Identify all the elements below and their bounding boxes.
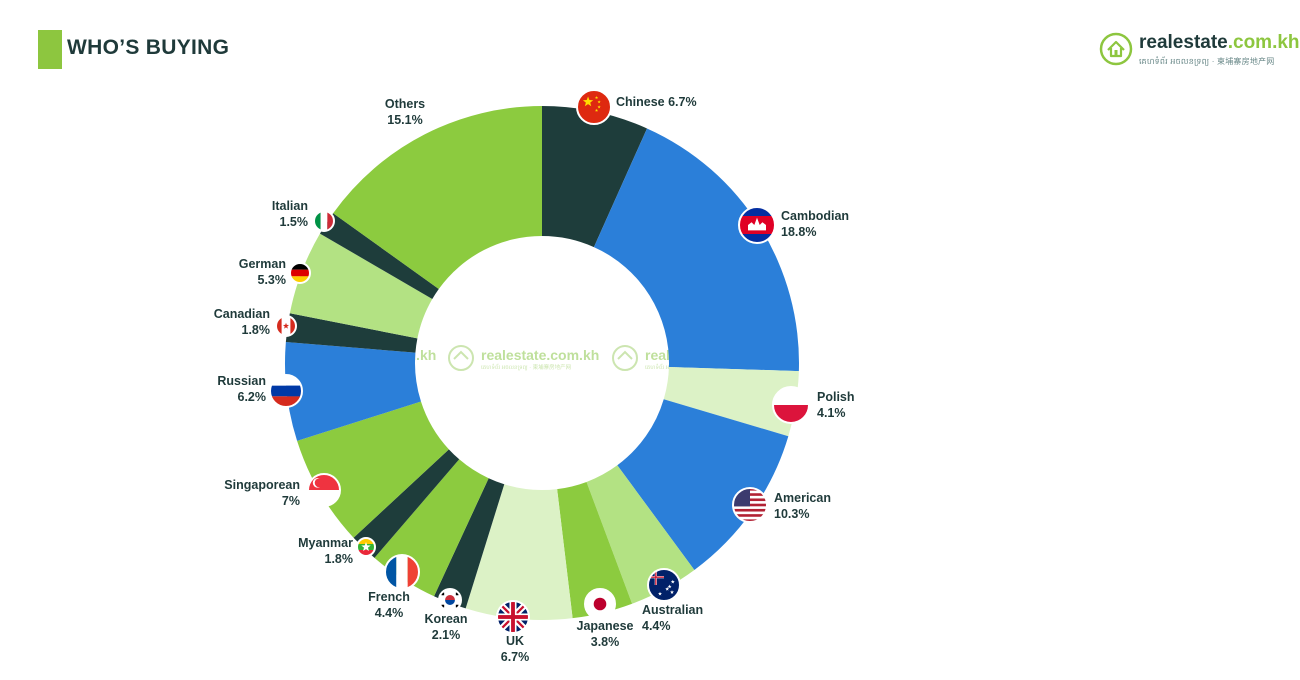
australia-flag-icon	[647, 568, 681, 602]
korea-flag-icon	[438, 588, 462, 612]
brand-logo: realestate.com.kh គេហទំព័រ អចលនទ្រព្យ · …	[1097, 30, 1300, 70]
slice-others	[333, 106, 542, 289]
slice-japanese	[557, 481, 633, 619]
label-japanese-value: 3.8%	[591, 635, 620, 649]
logo-name-accent: .com.kh	[1227, 32, 1300, 53]
label-uk-name: UK	[506, 634, 524, 648]
label-others-name: Others	[385, 97, 425, 111]
label-italian-value: 1.5%	[280, 215, 309, 229]
logo-tagline: គេហទំព័រ អចលនទ្រព្យ · 柬埔寨房地产网	[1139, 57, 1275, 66]
label-japanese: Japanese 3.8%	[577, 619, 634, 649]
slice-american	[617, 399, 789, 570]
myanmar-flag-icon	[356, 537, 376, 557]
germany-flag-icon	[289, 262, 311, 284]
label-italian-name: Italian	[272, 199, 308, 213]
slice-uk	[465, 484, 573, 620]
slice-singaporean	[297, 401, 449, 538]
label-french-value: 4.4%	[375, 606, 404, 620]
label-cambodian-name: Cambodian	[781, 209, 849, 223]
japan-flag-icon	[584, 588, 616, 620]
label-myanmar: Myanmar 1.8%	[298, 536, 353, 566]
label-russian: Russian 6.2%	[217, 374, 266, 404]
label-singaporean: Singaporean 7%	[224, 478, 300, 508]
label-korean-name: Korean	[424, 612, 467, 626]
watermark-text: realestate.com.kh	[481, 347, 599, 363]
watermark-logo: realestate.com.khគេហទំព័រ អចលនទ្រព្យ · 柬…	[448, 345, 599, 371]
logo-name: realestate.com.kh	[1139, 32, 1300, 54]
poland-flag-icon	[772, 386, 810, 424]
singapore-flag-icon	[307, 473, 341, 507]
france-flag-icon	[384, 554, 420, 590]
label-french-name: French	[368, 590, 410, 604]
page-title: WHO’S BUYING	[67, 36, 230, 59]
label-korean-value: 2.1%	[432, 628, 461, 642]
label-others-value: 15.1%	[387, 113, 422, 127]
label-canadian-value: 1.8%	[242, 323, 271, 337]
slice-cambodian	[593, 128, 799, 372]
slice-italian	[319, 213, 439, 300]
label-singaporean-value: 7%	[282, 494, 300, 508]
label-japanese-name: Japanese	[577, 619, 634, 633]
label-canadian-name: Canadian	[214, 307, 270, 321]
label-russian-value: 6.2%	[238, 390, 267, 404]
label-italian: Italian 1.5%	[272, 199, 308, 229]
label-korean: Korean 2.1%	[424, 612, 467, 642]
label-myanmar-value: 1.8%	[325, 552, 354, 566]
chart-labels: Chinese 6.7% Cambodian 18.8% Polish 4.1% Amer…	[214, 95, 855, 664]
uk-flag-icon	[496, 600, 530, 634]
usa-flag-icon	[732, 487, 768, 523]
label-french: French 4.4%	[368, 590, 410, 620]
label-polish: Polish 4.1%	[817, 390, 855, 420]
label-chinese-text: Chinese 6.7%	[616, 95, 697, 109]
label-cambodian: Cambodian 18.8%	[781, 209, 849, 239]
label-german: German 5.3%	[239, 257, 286, 287]
canada-flag-icon	[275, 315, 297, 337]
label-uk-value: 6.7%	[501, 650, 530, 664]
russia-flag-icon	[269, 374, 303, 408]
cambodia-flag-icon	[738, 206, 776, 244]
label-cambodian-value: 18.8%	[781, 225, 816, 239]
slice-german	[289, 233, 433, 339]
title-accent-bar	[38, 30, 62, 69]
watermark-tagline: គេហទំព័រ អចលនទ្រព្យ · 柬埔寨房地产网	[481, 363, 572, 371]
slice-korean	[434, 478, 505, 609]
label-canadian: Canadian 1.8%	[214, 307, 270, 337]
label-german-value: 5.3%	[258, 273, 287, 287]
label-russian-name: Russian	[217, 374, 266, 388]
slice-chinese	[542, 106, 648, 248]
label-uk: UK 6.7%	[501, 634, 530, 664]
label-american-value: 10.3%	[774, 507, 809, 521]
chart-flags	[269, 89, 810, 634]
label-polish-name: Polish	[817, 390, 855, 404]
label-myanmar-name: Myanmar	[298, 536, 353, 550]
logo-name-main: realestate	[1139, 32, 1228, 53]
china-flag-icon	[576, 89, 612, 125]
label-australian-value: 4.4%	[642, 619, 671, 633]
italy-flag-icon	[313, 210, 335, 232]
label-american: American 10.3%	[774, 491, 831, 521]
label-singaporean-name: Singaporean	[224, 478, 300, 492]
house-logo-icon	[1099, 32, 1133, 66]
label-american-name: American	[774, 491, 831, 505]
slice-myanmar	[353, 449, 460, 558]
label-australian: Australian 4.4%	[642, 603, 703, 633]
slice-polish	[663, 366, 799, 437]
label-polish-value: 4.1%	[817, 406, 846, 420]
slice-canadian	[285, 313, 418, 353]
label-chinese: Chinese 6.7%	[616, 95, 697, 109]
label-german-name: German	[239, 257, 286, 271]
label-australian-name: Australian	[642, 603, 703, 617]
slice-russian	[285, 342, 421, 441]
label-others: Others 15.1%	[385, 97, 425, 127]
